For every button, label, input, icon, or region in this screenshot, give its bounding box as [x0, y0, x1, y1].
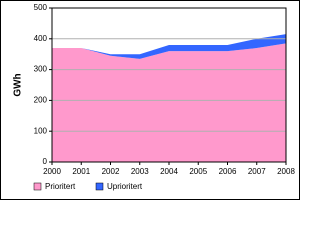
x-tick-label: 2004	[160, 167, 178, 176]
y-axis-title: GWh	[13, 73, 24, 96]
y-tick-label: 300	[34, 65, 48, 74]
page: {"chart_data": {"type": "stacked-area", …	[0, 0, 300, 200]
legend-label: Prioritert	[45, 182, 76, 191]
y-tick-label: 400	[34, 34, 48, 43]
y-tick-label: 500	[34, 3, 48, 12]
legend-swatch	[33, 182, 42, 191]
y-tick-label: 200	[34, 96, 48, 105]
x-tick-label: 2005	[189, 167, 207, 176]
chart: GWh 0 100 200 300 400 500 2000 2001 2002 2003 2004…	[0, 0, 300, 200]
x-tick-label: 2008	[277, 167, 295, 176]
x-tick-label: 2001	[72, 167, 90, 176]
area	[52, 34, 286, 59]
y-tick-label: 0	[43, 157, 48, 166]
x-tick-label: 2006	[219, 167, 237, 176]
legend-swatch	[95, 182, 104, 191]
y-tick-label: 100	[34, 126, 48, 135]
area	[52, 43, 286, 162]
x-tick-label: 2003	[131, 167, 149, 176]
legend-label: Uprioritert	[107, 182, 143, 191]
x-tick-label: 2000	[43, 167, 61, 176]
x-tick-label: 2007	[248, 167, 266, 176]
x-tick-label: 2002	[102, 167, 120, 176]
